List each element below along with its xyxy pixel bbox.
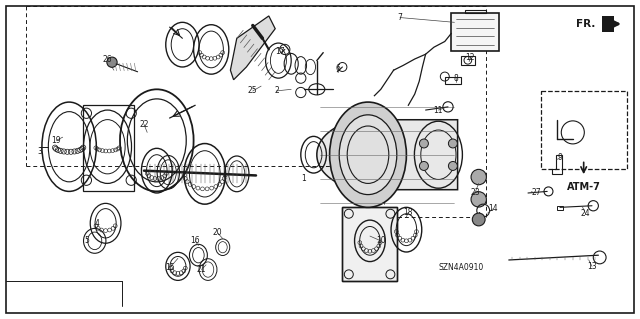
Circle shape [471, 192, 486, 207]
Text: 6: 6 [335, 64, 340, 73]
Text: 14: 14 [488, 204, 498, 213]
Text: 23: 23 [470, 189, 480, 197]
Bar [461, 56, 475, 65]
Text: 1: 1 [301, 174, 307, 183]
Text: 27: 27 [531, 189, 541, 197]
Text: 21: 21 [197, 265, 206, 274]
Text: 26: 26 [102, 56, 113, 64]
Bar [541, 91, 627, 169]
Bar [342, 207, 397, 281]
Circle shape [419, 161, 428, 170]
Text: 18: 18 [404, 208, 413, 217]
Text: 12: 12 [466, 53, 475, 62]
Bar [445, 77, 461, 84]
Text: 5: 5 [84, 236, 89, 245]
Text: FR.: FR. [576, 19, 595, 29]
Text: 17: 17 [275, 47, 285, 56]
Bar [342, 207, 397, 281]
Text: 16: 16 [190, 236, 200, 245]
Ellipse shape [330, 102, 406, 207]
Polygon shape [230, 16, 275, 80]
Circle shape [449, 161, 458, 170]
Text: 7: 7 [397, 13, 403, 22]
Text: 10: 10 [376, 236, 386, 245]
Text: 15: 15 [164, 263, 175, 272]
Polygon shape [317, 120, 458, 190]
Text: 24: 24 [580, 209, 591, 218]
Text: 22: 22 [140, 120, 148, 129]
Text: SZN4A0910: SZN4A0910 [438, 263, 483, 272]
Text: 19: 19 [51, 136, 61, 145]
Bar [451, 13, 499, 51]
Bar [557, 206, 563, 210]
Text: 8: 8 [453, 74, 458, 83]
Text: 4: 4 [95, 219, 100, 228]
Text: 3: 3 [37, 147, 42, 156]
Circle shape [449, 139, 458, 148]
Text: 9: 9 [557, 153, 563, 162]
Text: 25: 25 [248, 86, 258, 95]
Ellipse shape [339, 115, 397, 195]
Circle shape [419, 139, 428, 148]
Text: 13: 13 [587, 262, 597, 271]
Text: 20: 20 [212, 228, 223, 237]
Circle shape [472, 213, 485, 226]
Text: 2: 2 [274, 86, 279, 95]
Text: ATM-7: ATM-7 [567, 182, 600, 192]
Bar [602, 16, 614, 32]
Text: 11: 11 [434, 106, 443, 115]
Circle shape [471, 169, 486, 185]
Bar [465, 10, 486, 13]
Circle shape [107, 57, 117, 67]
